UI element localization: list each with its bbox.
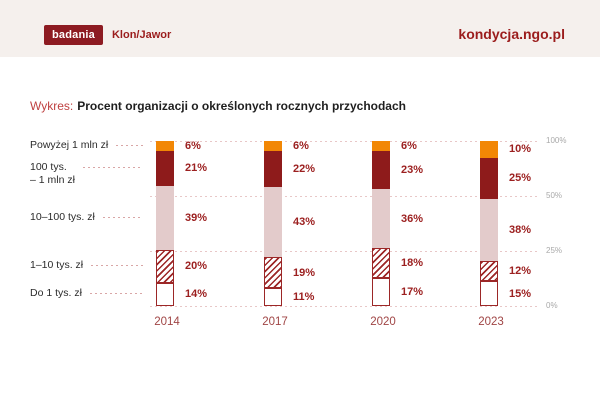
bar-segment [156, 185, 174, 250]
bar-2017 [264, 141, 282, 306]
bar-segment [156, 141, 174, 151]
category-label: 1–10 tys. zł [30, 259, 84, 272]
y-axis-tick-label: 100% [546, 136, 567, 145]
y-axis-tick-label: 0% [546, 301, 558, 310]
category-label-row: Powyżej 1 mln zł [30, 139, 143, 152]
category-label-row: 1–10 tys. zł [30, 259, 143, 272]
bar-segment [156, 282, 174, 306]
value-label: 23% [401, 163, 424, 176]
leader-line [82, 167, 143, 169]
bar-segment [372, 248, 390, 278]
value-label: 6% [293, 139, 309, 152]
y-axis-tick-label: 25% [546, 246, 563, 255]
x-axis-year-label: 2017 [262, 316, 288, 328]
value-label: 19% [293, 266, 316, 279]
badania-klon-jawor-logo[interactable]: badania Klon/Jawor [44, 25, 171, 45]
bar-segment [264, 256, 282, 288]
value-label: 14% [185, 288, 208, 301]
value-label: 20% [185, 260, 208, 273]
value-label: 6% [185, 139, 201, 152]
value-label: 43% [293, 215, 316, 228]
value-label: 12% [509, 265, 532, 278]
bar-2014 [156, 141, 174, 306]
bar-segment [480, 141, 498, 158]
brand-name: Klon/Jawor [111, 29, 172, 41]
value-label: 25% [509, 172, 532, 185]
value-label: 18% [401, 257, 424, 270]
bar-segment [372, 150, 390, 189]
bar-segment [372, 277, 390, 306]
gridline [150, 251, 540, 252]
value-label: 17% [401, 285, 424, 298]
chart-title: Wykres: Procent organizacji o określonych… [30, 99, 406, 113]
x-axis-year-label: 2023 [478, 316, 504, 328]
bar-segment [480, 281, 498, 306]
leader-line [102, 216, 143, 218]
site-link[interactable]: kondycja.ngo.pl [458, 26, 565, 42]
category-label-row: Do 1 tys. zł [30, 287, 143, 300]
value-label: 22% [293, 162, 316, 175]
value-label: 15% [509, 287, 532, 300]
category-label-row: 10–100 tys. zł [30, 211, 143, 224]
category-label-row: 100 tys. – 1 mln zł [30, 161, 143, 187]
value-label: 6% [401, 139, 417, 152]
bar-segment [480, 198, 498, 262]
bar-segment [372, 188, 390, 249]
x-axis-year-label: 2020 [370, 316, 396, 328]
category-label: 10–100 tys. zł [30, 210, 95, 223]
leader-line [116, 144, 143, 146]
bar-segment [264, 288, 282, 306]
chart-title-text: Procent organizacji o określonych roczny… [77, 99, 406, 113]
bar-segment [264, 141, 282, 151]
value-label: 11% [293, 291, 315, 303]
category-label: Do 1 tys. zł [30, 287, 82, 300]
value-label: 36% [401, 212, 424, 225]
y-axis-tick-label: 50% [546, 191, 563, 200]
value-label: 39% [185, 211, 208, 224]
header-bar: badania Klon/Jawor kondycja.ngo.pl [0, 0, 600, 57]
bar-segment [372, 141, 390, 151]
bar-segment [264, 186, 282, 257]
category-label: 100 tys. – 1 mln zł [30, 161, 75, 187]
bar-2023 [480, 141, 498, 306]
bar-segment [480, 261, 498, 282]
badania-badge: badania [44, 25, 103, 45]
gridline [150, 306, 540, 307]
gridline [150, 141, 540, 142]
gridline [150, 196, 540, 197]
x-axis-year-label: 2014 [154, 316, 180, 328]
bar-segment [480, 157, 498, 199]
bar-segment [156, 150, 174, 186]
chart-title-prefix: Wykres: [30, 99, 74, 113]
bar-2020 [372, 141, 390, 306]
leader-line [91, 265, 143, 267]
bar-segment [264, 150, 282, 187]
value-label: 38% [509, 224, 532, 237]
category-label: Powyżej 1 mln zł [30, 138, 109, 151]
value-label: 21% [185, 162, 208, 175]
bar-segment [156, 249, 174, 283]
value-label: 10% [509, 143, 532, 156]
leader-line [89, 293, 143, 295]
